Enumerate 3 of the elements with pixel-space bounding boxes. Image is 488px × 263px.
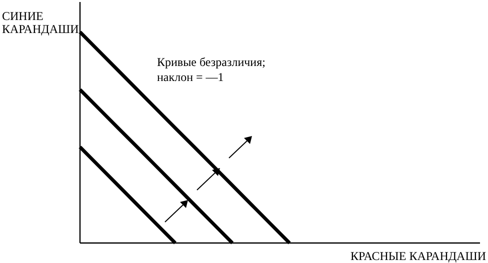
y-axis-title: СИНИЕ КАРАНДАШИ	[2, 9, 80, 36]
x-axis-title: КРАСНЫЕ КАРАНДАШИ	[350, 249, 486, 263]
annotation: Кривые безразличия; наклон = —1	[157, 55, 266, 84]
